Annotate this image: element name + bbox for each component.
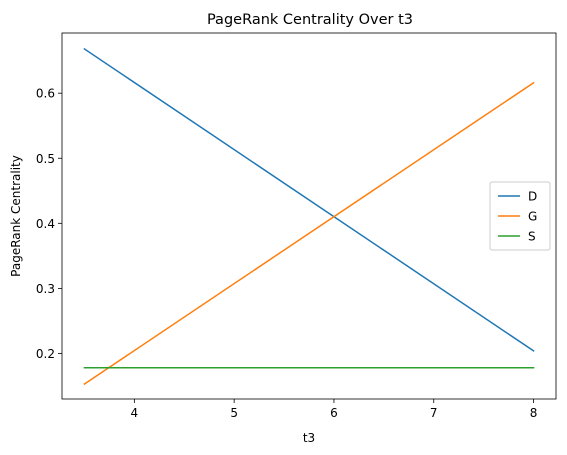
series-line-G [83, 81, 535, 386]
y-axis-label: PageRank Centrality [9, 155, 23, 277]
plot-frame [61, 32, 557, 400]
chart-title: PageRank Centrality Over t3 [207, 12, 413, 28]
y-tick-label: 0.5 [36, 152, 55, 166]
x-tick-label: 5 [230, 406, 238, 420]
legend-label-D: D [528, 190, 537, 204]
series-lines [83, 47, 535, 386]
legend: DGS [489, 181, 551, 251]
x-tick-label: 6 [330, 406, 338, 420]
x-axis-ticks: 4 5 6 7 8 [131, 399, 538, 420]
x-tick-label: 8 [530, 406, 538, 420]
x-tick-label: 4 [131, 406, 139, 420]
legend-label-S: S [528, 230, 536, 244]
x-tick-label: 7 [430, 406, 438, 420]
legend-entries: DGS [498, 190, 537, 244]
y-tick-label: 0.4 [36, 217, 55, 231]
series-line-D [83, 47, 535, 352]
x-axis-label: t3 [303, 431, 315, 445]
y-tick-label: 0.6 [36, 87, 55, 101]
y-tick-label: 0.3 [36, 282, 55, 296]
legend-label-G: G [528, 210, 537, 224]
y-tick-label: 0.2 [36, 347, 55, 361]
y-axis-ticks: 0.2 0.3 0.4 0.5 0.6 [36, 87, 62, 361]
